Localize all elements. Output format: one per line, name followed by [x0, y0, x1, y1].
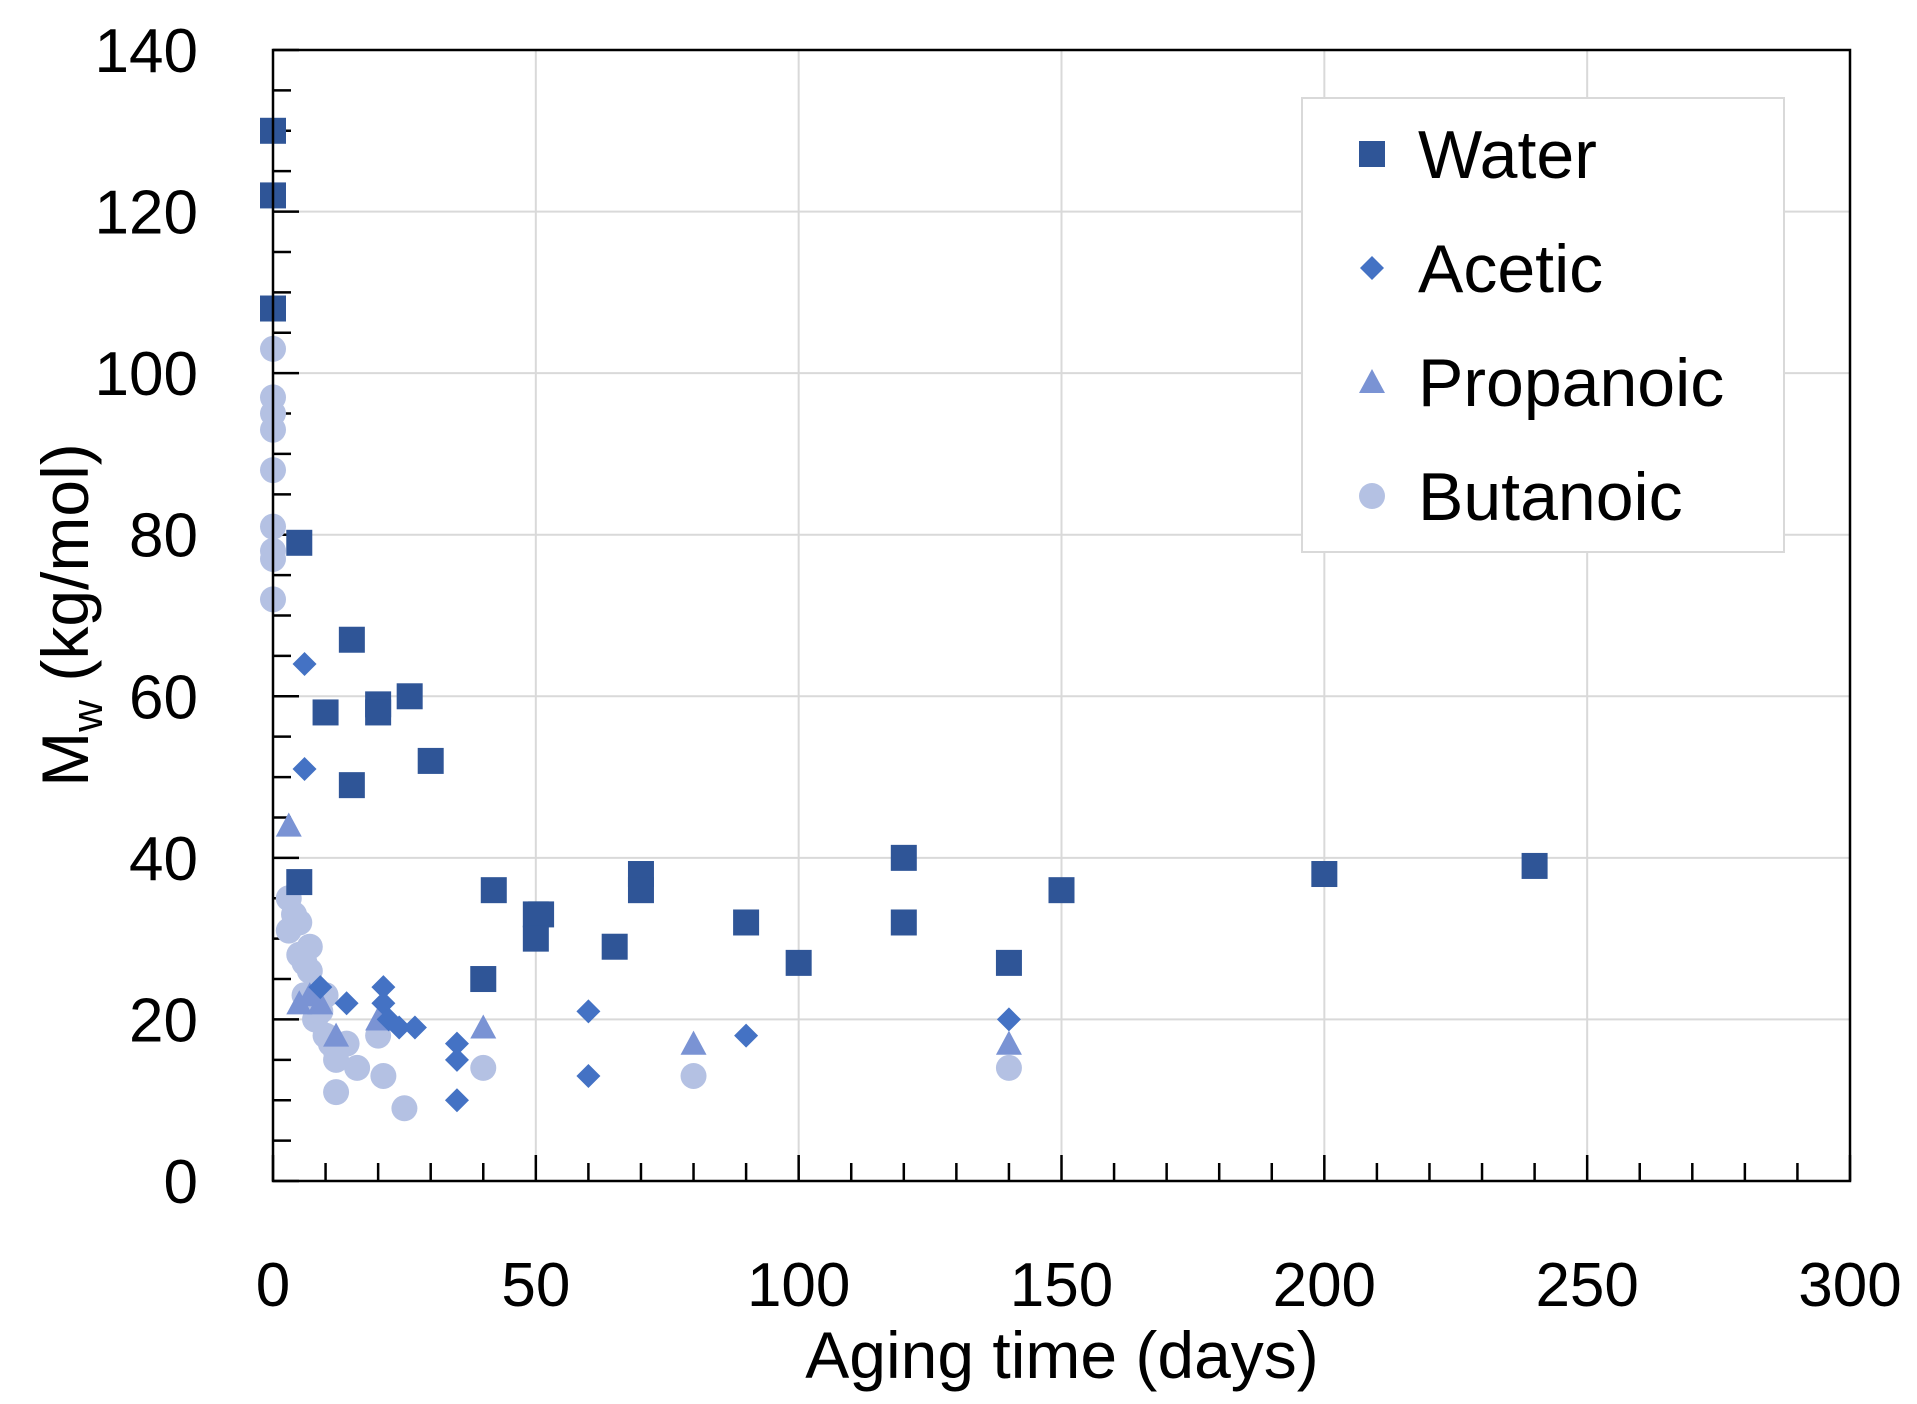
x-tick-label: 250 — [1535, 1251, 1638, 1320]
butanoic-point — [344, 1054, 371, 1081]
water-point — [733, 909, 760, 936]
y-tick-label: 120 — [95, 179, 198, 248]
y-tick-label: 100 — [95, 340, 198, 409]
butanoic-point — [470, 1054, 497, 1081]
legend-entry-acetic: Acetic — [1360, 231, 1603, 307]
legend-entry-propanoic: Propanoic — [1359, 345, 1724, 421]
acetic-point — [444, 1088, 469, 1113]
legend-entry-water: Water — [1359, 117, 1597, 193]
y-axis-title: Mw (kg/mol) — [28, 443, 112, 786]
acetic-point — [444, 1047, 469, 1072]
acetic-point — [334, 991, 359, 1016]
y-tick-label: 140 — [95, 17, 198, 86]
x-tick-label: 100 — [747, 1251, 850, 1320]
legend-marker-butanoic — [1359, 483, 1385, 509]
water-point — [601, 933, 628, 960]
butanoic-point — [680, 1062, 707, 1089]
butanoic-point — [296, 933, 323, 960]
water-point — [1521, 852, 1548, 879]
legend-label-propanoic: Propanoic — [1418, 345, 1724, 421]
y-tick-label: 60 — [129, 663, 198, 732]
x-tick-label: 150 — [1010, 1251, 1113, 1320]
water-point — [890, 909, 917, 936]
acetic-point — [292, 756, 317, 781]
water-point — [890, 844, 917, 871]
propanoic-point — [307, 990, 334, 1015]
y-axis-title-unit: (kg/mol) — [28, 443, 102, 681]
acetic-point — [371, 975, 396, 1000]
water-point — [286, 869, 313, 896]
acetic-point — [402, 1015, 427, 1040]
plot-frame — [271, 48, 1852, 1183]
legend-entry-butanoic: Butanoic — [1359, 459, 1683, 535]
y-axis-title-main: M — [28, 732, 102, 787]
tick-labels: 0 50 100 150 200 250 300 0 20 40 60 80 100 120 140 — [95, 17, 1902, 1320]
water-point — [480, 877, 507, 904]
acetic-point — [292, 651, 317, 676]
y-tick-label: 40 — [129, 825, 198, 894]
x-tick-label: 300 — [1798, 1251, 1901, 1320]
propanoic-point — [470, 1014, 497, 1039]
water-point — [1048, 877, 1075, 904]
legend-marker-acetic — [1360, 256, 1384, 280]
water-point — [1311, 861, 1338, 888]
propanoic-point — [680, 1030, 707, 1055]
y-tick-label: 20 — [129, 986, 198, 1055]
legend-label-acetic: Acetic — [1418, 231, 1603, 307]
butanoic-point — [995, 1054, 1022, 1081]
x-axis-title: Aging time (days) — [805, 1318, 1319, 1392]
water-point — [627, 877, 654, 904]
series-acetic — [292, 651, 1021, 1113]
x-tick-label: 0 — [256, 1251, 290, 1320]
acetic-point — [308, 975, 333, 1000]
propanoic-point — [275, 812, 302, 837]
y-axis-title-subscript: w — [63, 700, 112, 733]
water-point — [396, 683, 423, 710]
acetic-point — [444, 1031, 469, 1056]
water-point — [528, 901, 555, 928]
propanoic-point — [323, 1022, 350, 1047]
water-point — [338, 626, 365, 653]
butanoic-point — [275, 917, 302, 944]
acetic-point — [996, 1007, 1021, 1032]
y-tick-label: 0 — [164, 1148, 198, 1217]
legend-marker-water — [1359, 141, 1385, 167]
svg-text:Mw (kg/mol): Mw (kg/mol) — [28, 443, 112, 786]
butanoic-point — [296, 957, 323, 984]
acetic-point — [734, 1023, 759, 1048]
legend-box — [1301, 97, 1785, 553]
water-point — [365, 699, 392, 726]
legend-label-water: Water — [1418, 117, 1597, 193]
acetic-point — [576, 1063, 601, 1088]
butanoic-point — [323, 1079, 350, 1106]
water-point — [470, 966, 497, 993]
legend: Water Acetic Propanoic Butanoic — [1301, 97, 1785, 553]
water-point — [312, 699, 339, 726]
y-tick-label: 80 — [129, 502, 198, 571]
water-point — [286, 529, 313, 556]
butanoic-point — [370, 1062, 397, 1089]
butanoic-point — [391, 1095, 418, 1122]
legend-marker-propanoic — [1359, 369, 1385, 394]
water-point — [785, 949, 812, 976]
water-point — [338, 772, 365, 799]
acetic-point — [576, 999, 601, 1024]
x-tick-label: 200 — [1273, 1251, 1376, 1320]
water-point — [417, 747, 444, 774]
acetic-point — [387, 1015, 412, 1040]
water-point — [995, 949, 1022, 976]
propanoic-point — [995, 1030, 1022, 1055]
water-point — [522, 925, 549, 952]
x-tick-label: 50 — [501, 1251, 570, 1320]
legend-label-butanoic: Butanoic — [1418, 459, 1683, 535]
